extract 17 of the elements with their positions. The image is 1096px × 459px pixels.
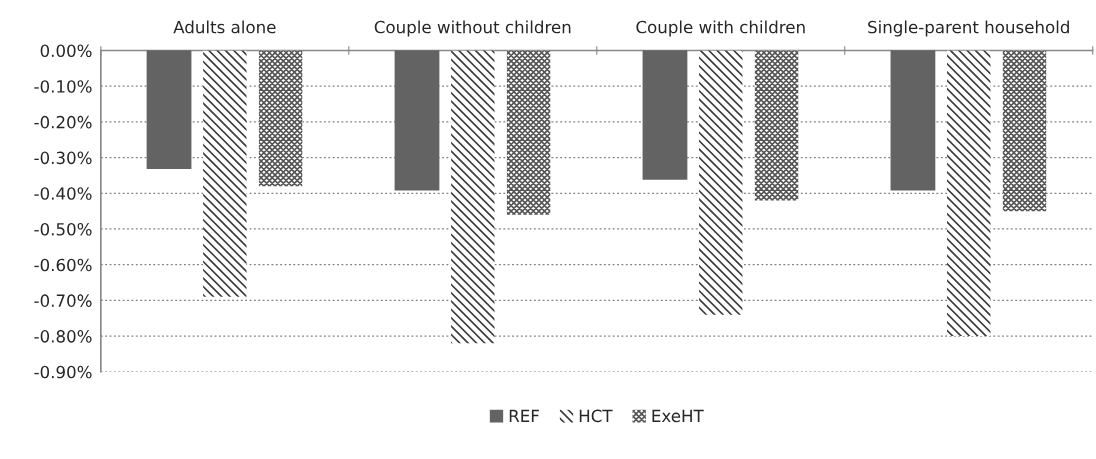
y-tick-label: -0.30% <box>34 151 92 165</box>
y-tick-label: -0.20% <box>34 115 92 129</box>
x-tick-label: Single-parent household <box>868 20 1069 37</box>
y-tick-label: -0.90% <box>34 365 92 379</box>
legend-label: ExeHT <box>652 409 704 423</box>
x-tick-label: Couple without children <box>374 20 571 37</box>
y-tick-label: -0.10% <box>34 80 92 93</box>
x-tick-label: Adults alone <box>173 20 276 34</box>
y-tick-label: -0.50% <box>34 222 92 236</box>
y-tick-label: -0.70% <box>34 294 92 307</box>
y-tick-label: -0.80% <box>34 330 92 343</box>
y-tick-label: 0.00% <box>40 44 92 58</box>
legend-label: REF <box>509 409 539 422</box>
legend-label: HCT <box>579 409 613 423</box>
y-tick-label: -0.40% <box>34 187 92 200</box>
x-tick-label: Couple with children <box>636 20 805 37</box>
y-tick-label: -0.60% <box>34 258 92 272</box>
